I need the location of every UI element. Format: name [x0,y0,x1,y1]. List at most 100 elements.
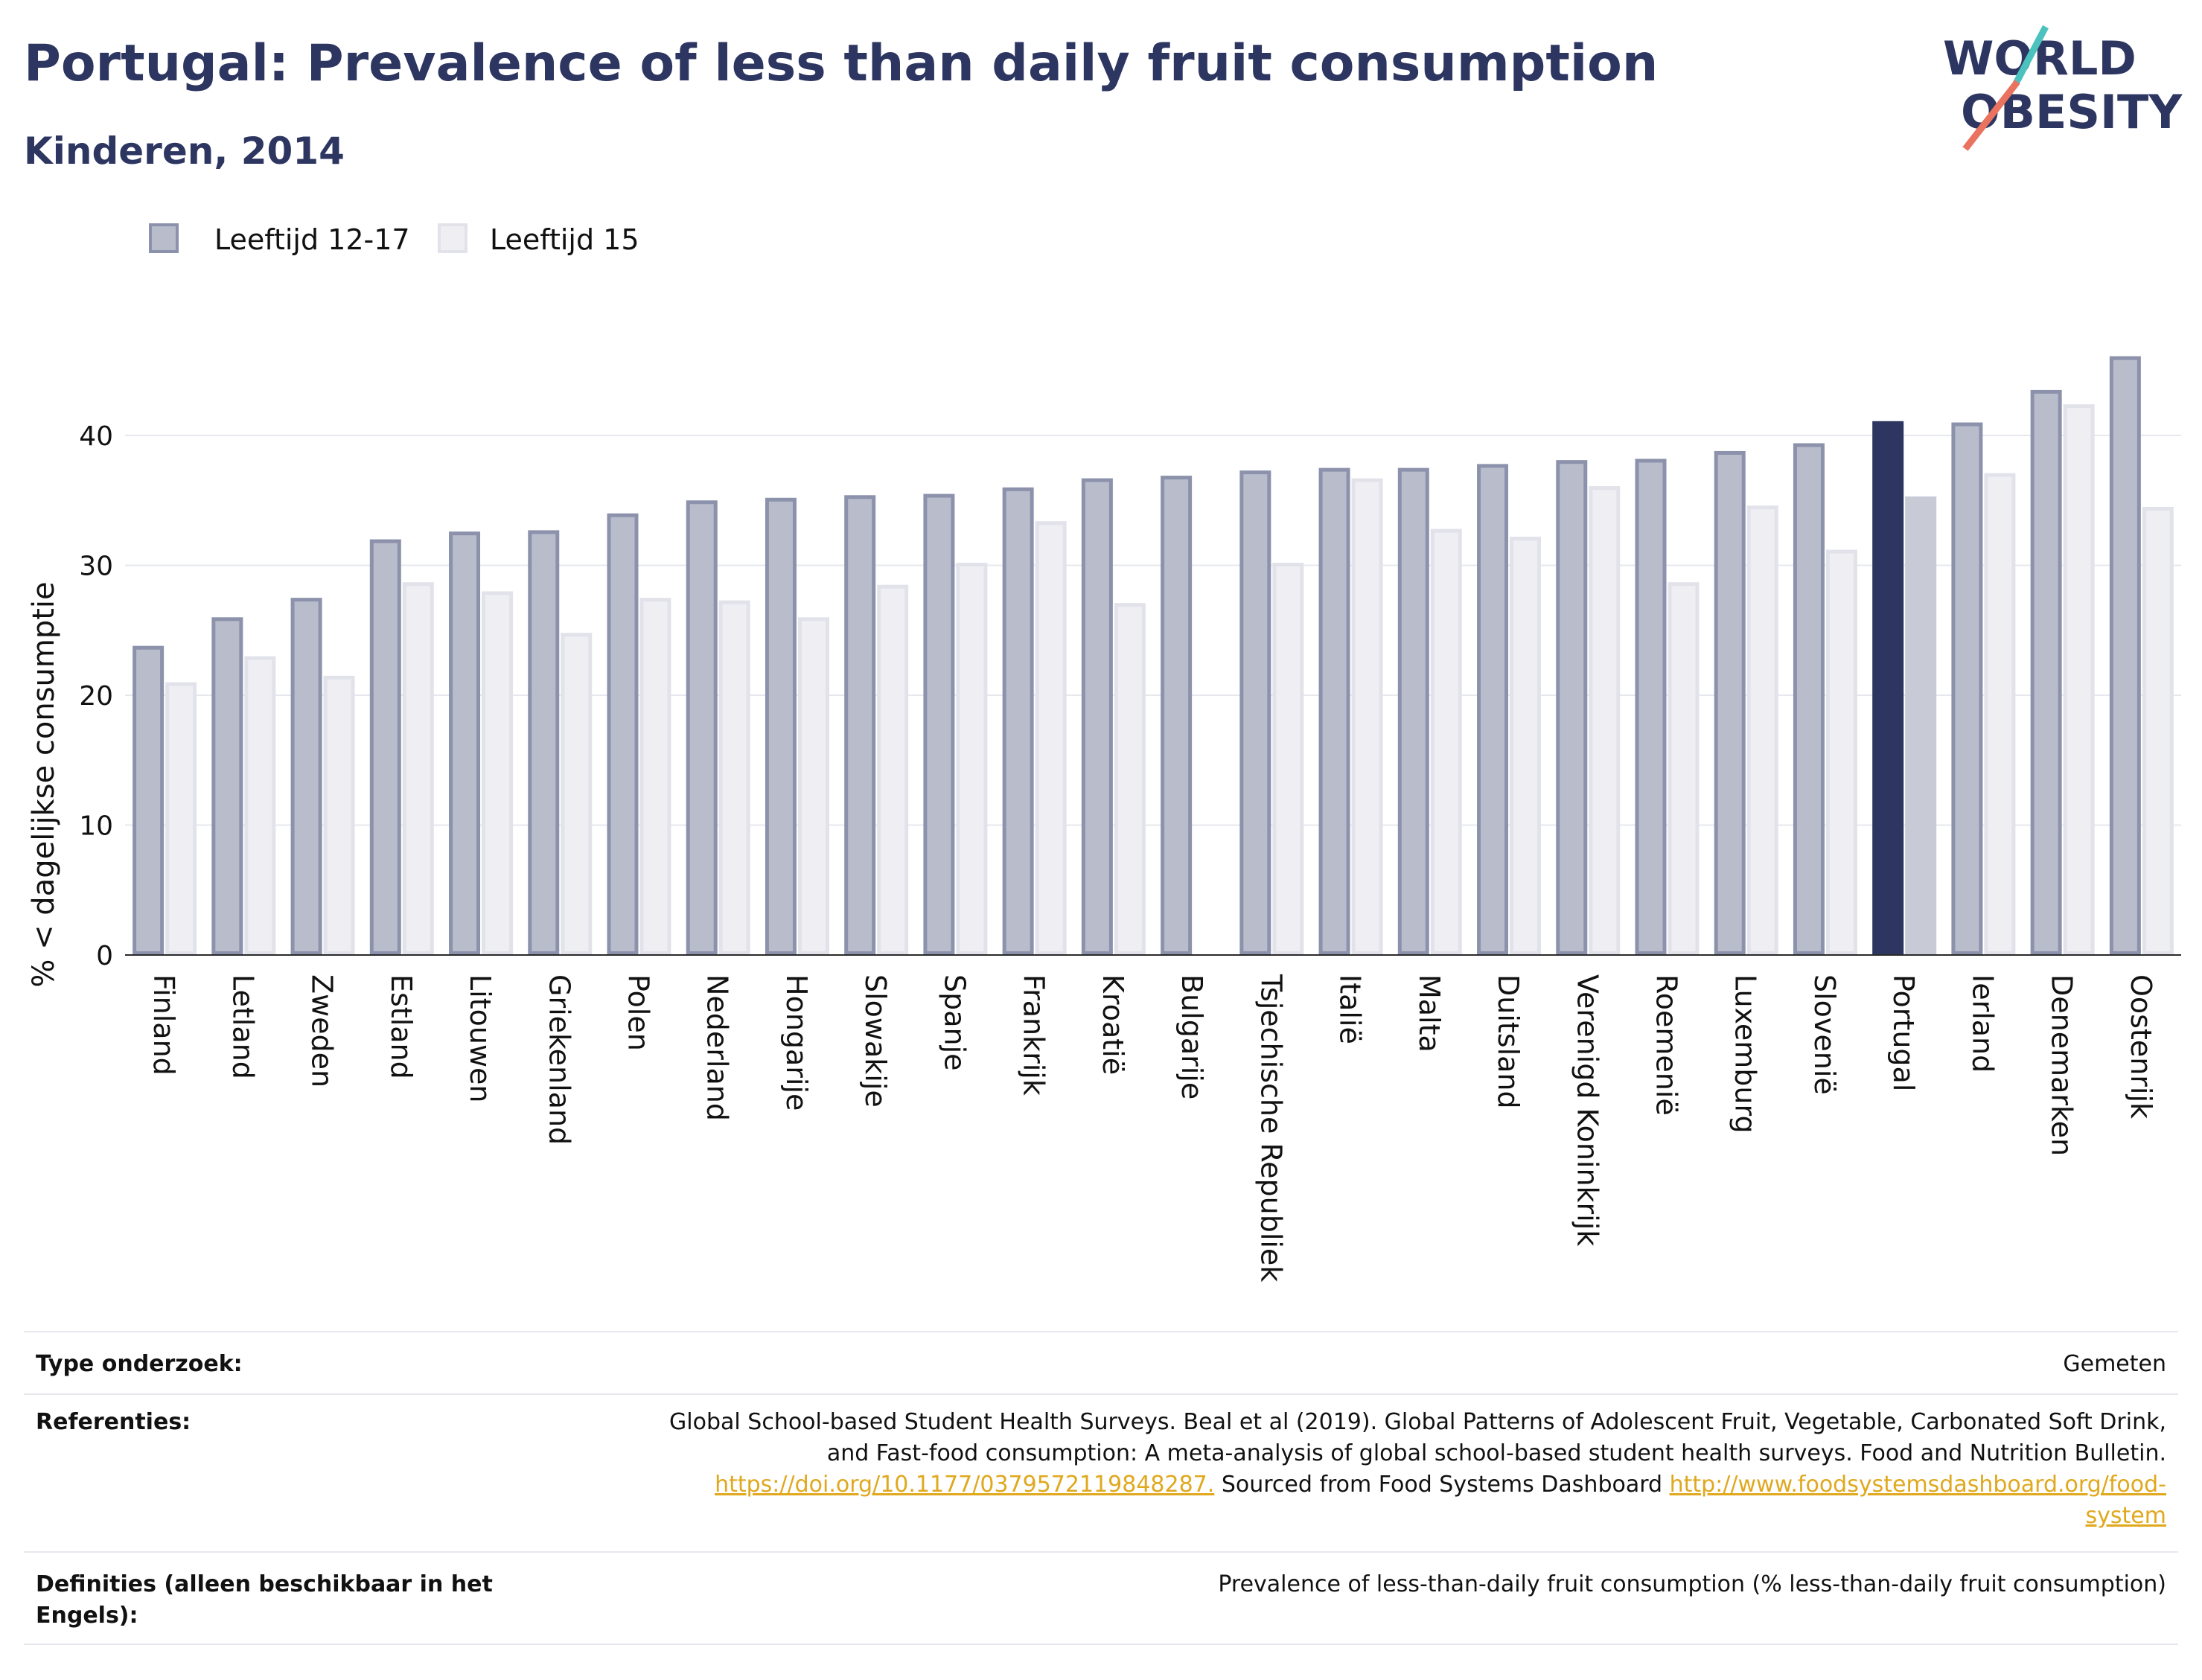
x-tick-label-19: Roemenië [1650,974,1683,1116]
bar-1-17 [1477,464,1509,955]
x-tick-label-13: Bulgarije [1175,974,1208,1099]
meta-val-references: Global School-based Student Health Surve… [669,1407,2166,1532]
x-tick-label-8: Hongarije [780,974,813,1111]
meta-key-definitions: Definities (alleen beschikbaar in het En… [36,1569,493,1632]
bar-1-14 [1239,470,1271,955]
bar-2-4 [482,591,514,956]
bar-1-21 [1793,443,1825,955]
bar-1-11 [1002,487,1034,955]
x-tick-label-21: Slovenië [1808,974,1841,1095]
bar-1-1 [211,617,243,955]
bar-2-7 [718,600,750,955]
def-key-line-2: Engels): [36,1603,138,1629]
bar-1-20 [1714,450,1746,955]
bar-1-12 [1081,478,1113,955]
bar-2-23 [1984,473,2016,955]
meta-row-type: Type onderzoek: Gemeten [24,1331,2178,1395]
meta-row-definitions: Definities (alleen beschikbaar in het En… [24,1551,2178,1645]
x-tick-label-25: Oostenrijk [2125,974,2157,1119]
y-tick-label-20: 20 [79,681,113,712]
ref-line-2: and Fast-food consumption: A meta-analys… [826,1440,2166,1466]
bar-2-11 [1035,521,1067,955]
bar-chart: 0 10 20 30 40 % < dagelijkse consumptie Finlan… [27,356,2181,1282]
bar-2-1 [244,656,276,956]
meta-key-type: Type onderzoek: [36,1351,243,1377]
dashboard-link-cont[interactable]: system [2085,1503,2166,1529]
bar-1-3 [369,539,401,955]
meta-val-definitions: Prevalence of less-than-daily fruit cons… [1218,1571,2166,1597]
bar-1-4 [449,531,481,955]
bar-2-8 [797,617,829,955]
ref-line-3: https://doi.org/10.1177/0379572119848287… [669,1469,2166,1501]
x-tick-label-10: Spanje [938,974,971,1071]
x-tick-label-12: Kroatië [1097,974,1129,1075]
x-tick-label-2: Zweden [306,974,339,1087]
x-tick-label-11: Frankrijk [1018,974,1050,1096]
x-tick-label-16: Malta [1413,974,1446,1053]
x-tick-label-20: Luxemburg [1729,974,1762,1134]
x-tick-label-3: Estland [385,974,418,1079]
world-obesity-logo: WORLD OBESITY [1943,25,2183,151]
ref-mid-text: Sourced from Food Systems Dashboard [1214,1472,1670,1498]
bar-2-15 [1351,478,1383,955]
x-tick-label-18: Verenigd Koninkrijk [1571,974,1603,1246]
y-tick-label-0: 0 [96,941,113,971]
bar-2-0 [165,682,197,955]
x-tick-label-6: Polen [622,974,655,1051]
legend-swatch-series2 [438,223,467,253]
x-tick-label-23: Ierland [1966,974,1999,1073]
logo-slash-coral [1962,80,2020,151]
dashboard-link[interactable]: http://www.foodsystemsdashboard.org/food… [1669,1472,2166,1498]
x-tick-label-17: Duitsland [1492,974,1525,1109]
page-title: Portugal: Prevalence of less than daily … [24,34,1659,93]
y-axis-label: % < dagelijkse consumptie [27,581,61,987]
bar-2-18 [1589,486,1621,955]
x-tick-label-14: Tsjechische Republiek [1254,974,1287,1282]
x-tick-label-5: Griekenland [543,974,575,1145]
x-tick-label-0: Finland [147,974,180,1076]
bar-2-5 [561,633,593,955]
y-tick-label-40: 40 [79,421,113,452]
bar-1-5 [528,530,560,955]
x-tick-label-24: Denemarken [2046,974,2078,1156]
bar-2-25 [2142,506,2174,955]
bar-2-24 [2063,404,2095,955]
bar-2-16 [1430,528,1462,955]
bar-2-14 [1272,563,1304,955]
bar-1-18 [1556,460,1588,955]
x-tick-label-22: Portugal [1887,974,1920,1091]
bar-2-3 [402,582,434,955]
y-tick-label-10: 10 [79,811,113,842]
def-key-line-1: Definities (alleen beschikbaar in het [36,1571,493,1597]
bar-1-2 [290,598,322,955]
bar-1-13 [1161,476,1193,955]
bar-2-21 [1825,549,1857,955]
bar-2-9 [877,584,909,955]
bar-1-8 [765,497,797,955]
bar-1-0 [133,645,165,955]
bar-1-10 [923,494,955,955]
bar-2-17 [1510,537,1542,955]
bar-1-24 [2030,389,2062,955]
x-tick-label-9: Slowakije [859,974,892,1108]
legend-label-series1: Leeftijd 12-17 [214,223,410,256]
y-tick-label-30: 30 [79,552,113,582]
bar-2-6 [639,598,671,955]
legend-swatch-series1 [149,223,179,253]
bar-1-6 [607,513,639,955]
x-tick-label-15: Italië [1334,974,1367,1044]
bar-1-19 [1635,459,1667,955]
legend-label-series2: Leeftijd 15 [490,223,639,256]
logo-slash-teal [2013,25,2049,86]
bar-1-23 [1951,422,1983,955]
bar-2-2 [323,675,355,955]
bar-1-22 [1872,421,1904,955]
bar-2-22 [1905,496,1937,955]
x-tick-label-1: Letland [226,974,259,1079]
meta-val-type: Gemeten [2063,1351,2166,1377]
doi-link[interactable]: https://doi.org/10.1177/0379572119848287… [715,1472,1215,1498]
bar-1-25 [2109,356,2141,955]
meta-key-references: Referenties: [36,1409,191,1435]
ref-line-1: Global School-based Student Health Surve… [669,1409,2166,1435]
meta-row-references: Referenties: Global School-based Student… [24,1393,2178,1553]
